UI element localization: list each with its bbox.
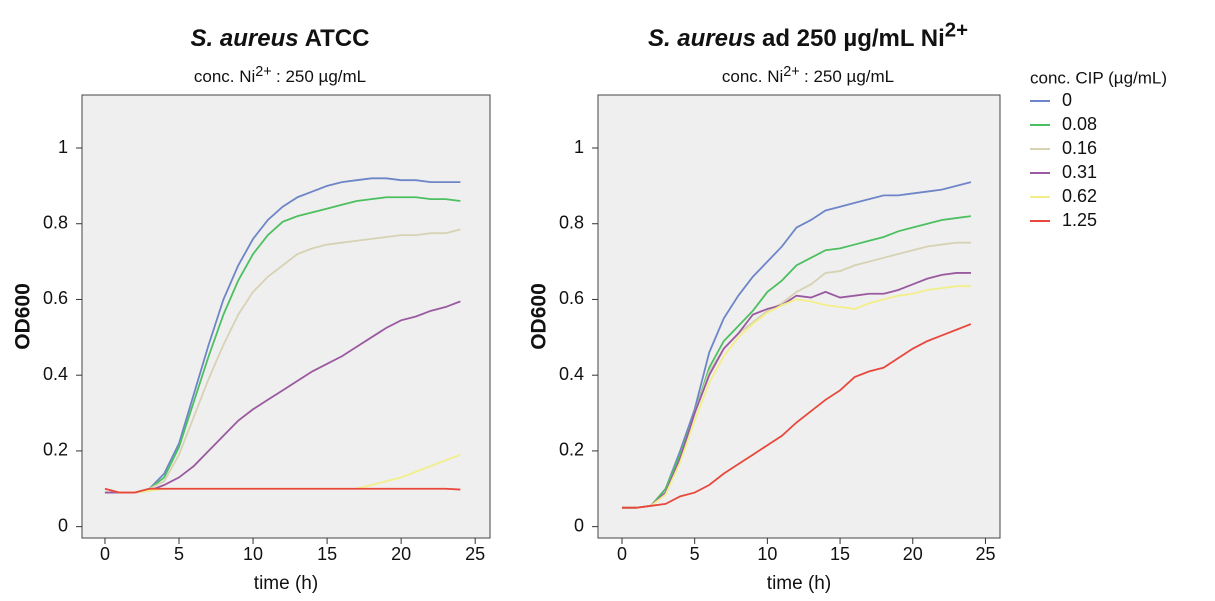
data-line — [621, 181, 972, 509]
chart-title-part: S. aureus — [191, 25, 299, 52]
legend-label: 0.62 — [1062, 186, 1097, 206]
chart-subtitle-part: 2+ — [255, 64, 271, 80]
chart-subtitle: conc. Ni2+ : 250 µg/mL — [722, 64, 894, 87]
data-line — [621, 215, 972, 509]
y-tick-label: 0.2 — [43, 440, 68, 460]
y-tick-label: 0.2 — [559, 440, 584, 460]
y-tick-label: 0.4 — [559, 364, 584, 384]
chart-title-part: ATCC — [305, 25, 370, 52]
y-tick-label: 0.6 — [559, 288, 584, 308]
chart-title-part: 2+ — [945, 20, 968, 42]
legend-label: 0.31 — [1062, 162, 1097, 182]
chart-subtitle-part: conc. Ni — [722, 67, 783, 86]
legend-label: 0.16 — [1062, 138, 1097, 158]
data-line — [104, 300, 461, 494]
x-tick-label: 10 — [757, 544, 777, 564]
legend-label: 0.08 — [1062, 114, 1097, 134]
x-tick-label: 20 — [391, 544, 411, 564]
y-axis-label: OD600 — [12, 283, 35, 350]
x-tick-label: 5 — [174, 544, 184, 564]
x-tick-label: 0 — [100, 544, 110, 564]
chart-title: S. aureus ATCC — [191, 25, 370, 52]
y-axis-label: OD600 — [528, 283, 551, 350]
data-line — [621, 285, 971, 509]
y-tick-label: 0.4 — [43, 364, 68, 384]
x-tick-label: 20 — [903, 544, 923, 564]
y-tick-label: 1 — [574, 137, 584, 157]
x-tick-label: 10 — [243, 544, 263, 564]
data-line — [104, 177, 461, 494]
chart-title: S. aureus ad 250 µg/mL Ni2+ — [648, 20, 968, 52]
legend-title: conc. CIP (µg/mL) — [1030, 68, 1167, 87]
y-tick-label: 0.8 — [559, 212, 584, 232]
x-tick-label: 5 — [690, 544, 700, 564]
data-line — [104, 228, 461, 494]
data-line — [104, 487, 461, 494]
chart-title-part: ad 250 µg/mL Ni — [762, 25, 945, 52]
x-tick-label: 15 — [317, 544, 337, 564]
data-line — [621, 323, 972, 509]
chart-subtitle-part: 2+ — [783, 64, 799, 80]
y-tick-label: 0.8 — [43, 212, 68, 232]
chart-subtitle-part: : 250 µg/mL — [804, 67, 894, 86]
x-axis-label: time (h) — [254, 573, 318, 594]
legend-label: 0 — [1062, 90, 1072, 110]
x-tick-label: 25 — [975, 544, 995, 564]
data-line — [104, 196, 461, 494]
plot-area — [81, 94, 491, 539]
legend-label: 1.25 — [1062, 210, 1097, 230]
plot-area — [597, 94, 1001, 539]
x-tick-label: 0 — [617, 544, 627, 564]
y-tick-label: 0 — [574, 515, 584, 535]
chart-subtitle: conc. Ni2+ : 250 µg/mL — [194, 64, 366, 87]
y-tick-label: 1 — [58, 137, 68, 157]
chart-subtitle-part: conc. Ni — [194, 67, 255, 86]
y-tick-label: 0.6 — [43, 288, 68, 308]
chart-title-part: S. aureus — [648, 25, 756, 52]
y-tick-label: 0 — [58, 515, 68, 535]
data-line — [621, 272, 971, 509]
chart-subtitle-part: : 250 µg/mL — [276, 67, 366, 86]
x-tick-label: 15 — [830, 544, 850, 564]
x-tick-label: 25 — [465, 544, 485, 564]
x-axis-label: time (h) — [767, 573, 831, 594]
